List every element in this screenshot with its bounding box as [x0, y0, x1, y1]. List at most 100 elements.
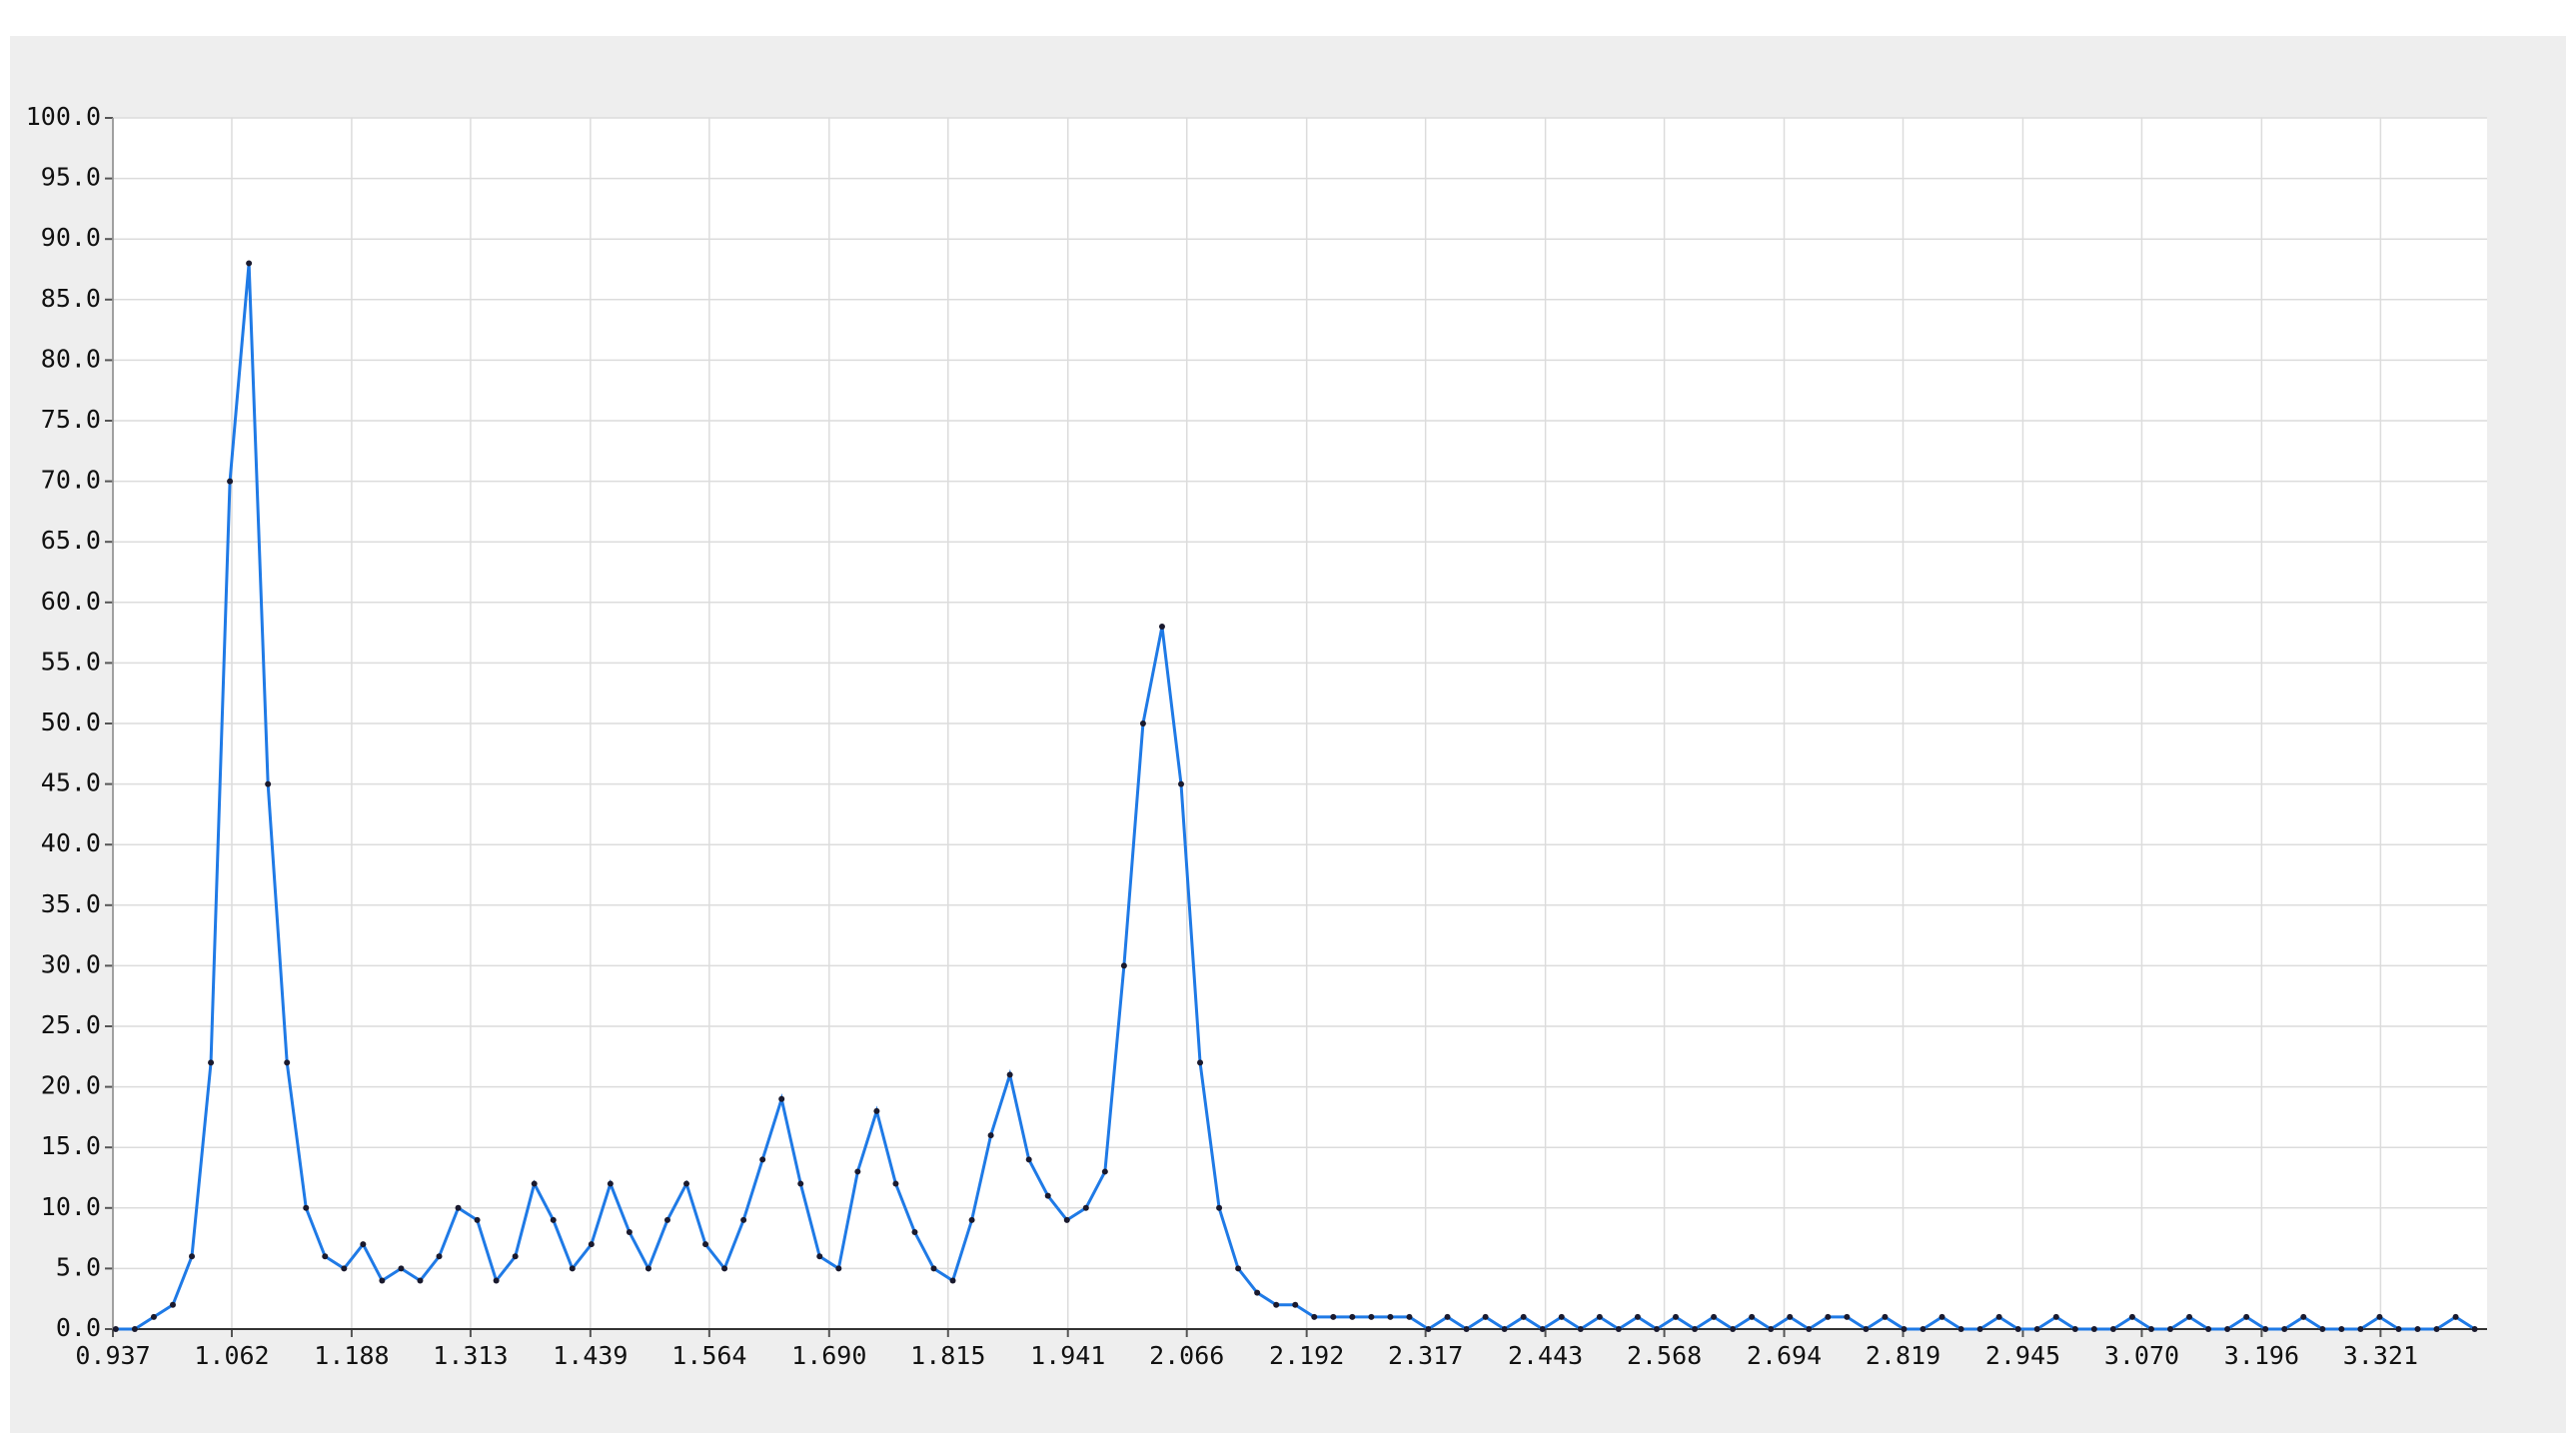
point — [436, 1253, 443, 1260]
point — [322, 1253, 329, 1260]
point — [1044, 1192, 1051, 1199]
point — [1787, 1313, 1794, 1320]
y-tick-label: 80.0 — [41, 344, 101, 373]
point — [2224, 1326, 2231, 1332]
point — [2052, 1313, 2059, 1320]
point — [531, 1180, 538, 1187]
point — [1482, 1313, 1489, 1320]
x-tick-label: 2.192 — [1269, 1341, 1344, 1370]
point — [112, 1326, 119, 1332]
point — [930, 1265, 937, 1272]
point — [1235, 1265, 1242, 1272]
point — [417, 1277, 424, 1284]
point — [474, 1216, 481, 1223]
point — [721, 1265, 728, 1272]
point — [2262, 1326, 2269, 1332]
x-tick-label: 3.321 — [2343, 1341, 2418, 1370]
point — [607, 1180, 614, 1187]
point — [1311, 1313, 1318, 1320]
point — [1368, 1313, 1375, 1320]
y-tick-label: 45.0 — [41, 768, 101, 797]
point — [1349, 1313, 1356, 1320]
point — [569, 1265, 576, 1272]
y-tick-label: 25.0 — [41, 1010, 101, 1039]
point — [284, 1059, 291, 1066]
x-tick-label: 1.062 — [194, 1341, 269, 1370]
y-tick-label: 35.0 — [41, 889, 101, 918]
point — [1730, 1326, 1737, 1332]
point — [2338, 1326, 2345, 1332]
point — [588, 1241, 595, 1248]
point — [1596, 1313, 1603, 1320]
x-tick-label: 2.945 — [1985, 1341, 2060, 1370]
point — [550, 1216, 557, 1223]
point — [644, 1265, 651, 1272]
y-tick-label: 100.0 — [26, 102, 101, 131]
x-tick-label: 1.815 — [910, 1341, 985, 1370]
point — [1254, 1289, 1261, 1296]
y-tick-label: 20.0 — [41, 1071, 101, 1100]
point — [2357, 1326, 2364, 1332]
point — [873, 1107, 880, 1114]
point — [1711, 1313, 1718, 1320]
point — [1920, 1326, 1927, 1332]
point — [1120, 962, 1127, 969]
point — [1615, 1326, 1622, 1332]
point — [2471, 1326, 2478, 1332]
point — [2452, 1313, 2459, 1320]
point — [131, 1326, 138, 1332]
point — [1692, 1326, 1699, 1332]
point — [1806, 1326, 1813, 1332]
point — [512, 1253, 519, 1260]
y-tick-label: 70.0 — [41, 466, 101, 495]
point — [949, 1277, 956, 1284]
y-tick-label: 50.0 — [41, 708, 101, 736]
point — [1063, 1216, 1070, 1223]
point — [1292, 1301, 1299, 1308]
point — [1673, 1313, 1680, 1320]
point — [169, 1301, 176, 1308]
point — [816, 1253, 823, 1260]
point — [759, 1156, 766, 1163]
x-tick-label: 1.941 — [1030, 1341, 1105, 1370]
point — [1216, 1204, 1223, 1211]
point — [208, 1059, 215, 1066]
point — [2167, 1326, 2174, 1332]
point — [360, 1241, 367, 1248]
point — [455, 1204, 462, 1211]
point — [2071, 1326, 2078, 1332]
point — [1653, 1326, 1660, 1332]
point — [2395, 1326, 2402, 1332]
point — [150, 1313, 157, 1320]
point — [303, 1204, 310, 1211]
point — [797, 1180, 804, 1187]
point — [1425, 1326, 1432, 1332]
point — [911, 1229, 918, 1236]
point — [189, 1253, 196, 1260]
x-tick-label: 3.070 — [2104, 1341, 2179, 1370]
point — [1957, 1326, 1964, 1332]
point — [1101, 1168, 1108, 1175]
y-tick-label: 0.0 — [56, 1313, 101, 1342]
y-tick-label: 65.0 — [41, 526, 101, 555]
point — [1330, 1313, 1337, 1320]
point — [2281, 1326, 2288, 1332]
point — [1082, 1204, 1089, 1211]
point — [1387, 1313, 1394, 1320]
point — [1976, 1326, 1983, 1332]
x-tick-label: 2.066 — [1149, 1341, 1224, 1370]
y-tick-label: 15.0 — [41, 1131, 101, 1160]
point — [1825, 1313, 1832, 1320]
x-tick-label: 2.568 — [1627, 1341, 1702, 1370]
y-tick-label: 10.0 — [41, 1192, 101, 1221]
point — [2433, 1326, 2440, 1332]
x-tick-label: 1.188 — [314, 1341, 389, 1370]
point — [854, 1168, 861, 1175]
point — [2090, 1326, 2097, 1332]
y-tick-label: 60.0 — [41, 587, 101, 616]
point — [1273, 1301, 1280, 1308]
y-tick-label: 85.0 — [41, 284, 101, 313]
point — [2109, 1326, 2116, 1332]
